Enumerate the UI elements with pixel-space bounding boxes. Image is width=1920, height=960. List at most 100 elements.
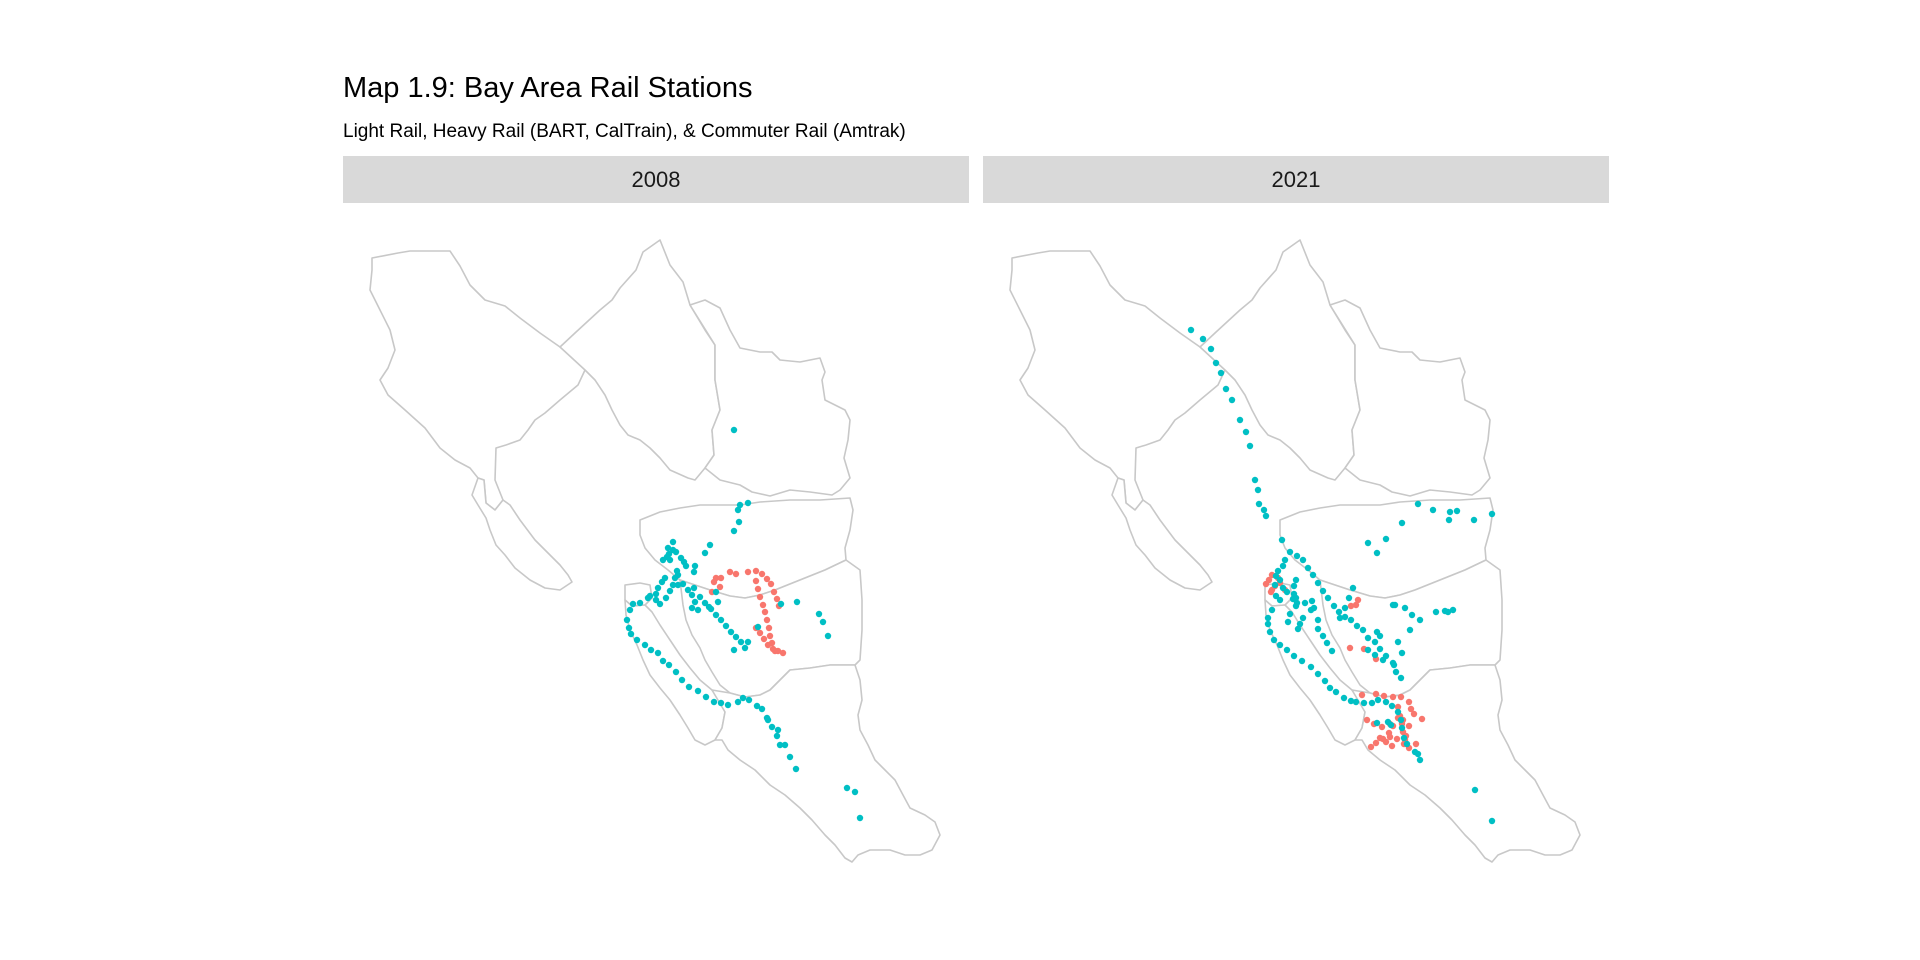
- heavy-rail-station-point: [1212, 359, 1220, 367]
- heavy-rail-station-point: [781, 741, 789, 749]
- heavy-rail-station-point: [1274, 567, 1282, 575]
- heavy-rail-station-point: [1222, 385, 1230, 393]
- heavy-rail-station-point: [652, 590, 660, 598]
- heavy-rail-station-point: [1414, 500, 1422, 508]
- light-rail-station-point: [1418, 715, 1426, 723]
- heavy-rail-station-point: [1236, 416, 1244, 424]
- heavy-rail-station-point: [1373, 719, 1381, 727]
- napa-county: [559, 239, 721, 481]
- heavy-rail-station-point: [1416, 616, 1424, 624]
- heavy-rail-station-point: [1416, 756, 1424, 764]
- facet-strip-2008: 2008: [343, 156, 969, 203]
- light-rail-station-point: [779, 649, 787, 657]
- heavy-rail-station-point: [690, 584, 698, 592]
- heavy-rail-station-point: [1332, 688, 1340, 696]
- santa-clara-county: [711, 664, 941, 863]
- light-rail-station-point: [726, 568, 734, 576]
- heavy-rail-station-point: [714, 598, 722, 606]
- heavy-rail-station-point: [629, 600, 637, 608]
- heavy-rail-station-point: [843, 784, 851, 792]
- heavy-rail-station-point: [1276, 576, 1284, 584]
- heavy-rail-station-point: [710, 698, 718, 706]
- heavy-rail-station-point: [1286, 610, 1294, 618]
- solano-county: [689, 299, 851, 497]
- heavy-rail-station-point: [1353, 622, 1361, 630]
- light-rail-station-point: [774, 647, 782, 655]
- heavy-rail-station-point: [1310, 604, 1318, 612]
- chart-subtitle: Light Rail, Heavy Rail (BART, CalTrain),…: [343, 121, 906, 142]
- heavy-rail-station-point: [1373, 628, 1381, 636]
- heavy-rail-station-point: [659, 556, 667, 564]
- light-rail-station-point: [1346, 644, 1354, 652]
- heavy-rail-station-point: [661, 574, 669, 582]
- light-rail-station-point: [716, 583, 724, 591]
- facet-label-2008: 2008: [631, 166, 681, 192]
- heavy-rail-station-point: [1371, 638, 1379, 646]
- heavy-rail-station-point: [717, 699, 725, 707]
- heavy-rail-station-point: [1281, 556, 1289, 564]
- heavy-rail-station-point: [1408, 611, 1416, 619]
- heavy-rail-station-point: [654, 649, 662, 657]
- light-rail-station-point: [752, 567, 760, 575]
- light-rail-station-point: [756, 629, 764, 637]
- heavy-rail-station-point: [1314, 670, 1322, 678]
- heavy-rail-station-point: [1400, 734, 1408, 742]
- light-rail-station-point: [766, 632, 774, 640]
- heavy-rail-station-point: [1382, 535, 1390, 543]
- heavy-rail-station-point: [1290, 652, 1298, 660]
- heavy-rail-station-point: [1293, 552, 1301, 560]
- heavy-rail-station-point: [636, 599, 644, 607]
- heavy-rail-station-point: [1398, 649, 1406, 657]
- heavy-rail-station-point: [694, 606, 702, 614]
- heavy-rail-station-point: [633, 636, 641, 644]
- heavy-rail-station-point: [773, 732, 781, 740]
- heavy-rail-station-point: [1323, 639, 1331, 647]
- heavy-rail-station-point: [739, 694, 747, 702]
- heavy-rail-station-point: [672, 668, 680, 676]
- heavy-rail-station-point: [1488, 817, 1496, 825]
- light-rail-station-point: [759, 601, 767, 609]
- heavy-rail-station-point: [1336, 614, 1344, 622]
- heavy-rail-station-point: [1398, 519, 1406, 527]
- light-rail-station-point: [1378, 723, 1386, 731]
- heavy-rail-station-point: [627, 630, 635, 638]
- heavy-rail-station-point: [1314, 625, 1322, 633]
- heavy-rail-station-point: [753, 702, 761, 710]
- heavy-rail-station-point: [744, 638, 752, 646]
- heavy-rail-station-point: [644, 594, 652, 602]
- heavy-rail-station-point: [1429, 506, 1437, 514]
- light-rail-station-point: [763, 616, 771, 624]
- heavy-rail-station-point: [702, 693, 710, 701]
- heavy-rail-station-point: [764, 716, 772, 724]
- sonoma-county: [369, 250, 586, 511]
- heavy-rail-station-point: [745, 696, 753, 704]
- heavy-rail-station-point: [1446, 508, 1454, 516]
- heavy-rail-station-point: [1341, 604, 1349, 612]
- light-rail-station-point: [1262, 580, 1270, 588]
- heavy-rail-station-point: [744, 499, 752, 507]
- light-rail-station-point: [760, 635, 768, 643]
- heavy-rail-station-point: [1301, 599, 1309, 607]
- heavy-rail-station-point: [691, 598, 699, 606]
- heavy-rail-station-point: [1379, 656, 1387, 664]
- panel-2008: 2008: [343, 156, 969, 896]
- light-rail-station-point: [1407, 705, 1415, 713]
- light-rail-station-point: [763, 575, 771, 583]
- heavy-rail-station-point: [1374, 696, 1382, 704]
- heavy-rail-station-point: [662, 594, 670, 602]
- heavy-rail-station-point: [1471, 786, 1479, 794]
- heavy-rail-station-point: [1384, 718, 1392, 726]
- heavy-rail-station-point: [1294, 625, 1302, 633]
- heavy-rail-station-point: [665, 661, 673, 669]
- light-rail-station-point: [765, 624, 773, 632]
- light-rail-station-point: [761, 608, 769, 616]
- light-rail-station-point: [717, 574, 725, 582]
- heavy-rail-station-point: [1299, 614, 1307, 622]
- light-rail-station-point: [1354, 596, 1362, 604]
- light-rail-station-point: [756, 593, 764, 601]
- heavy-rail-station-point: [1445, 516, 1453, 524]
- heavy-rail-station-point: [1296, 620, 1304, 628]
- light-rail-station-point: [1382, 738, 1390, 746]
- heavy-rail-station-point: [656, 600, 664, 608]
- heavy-rail-station-point: [679, 580, 687, 588]
